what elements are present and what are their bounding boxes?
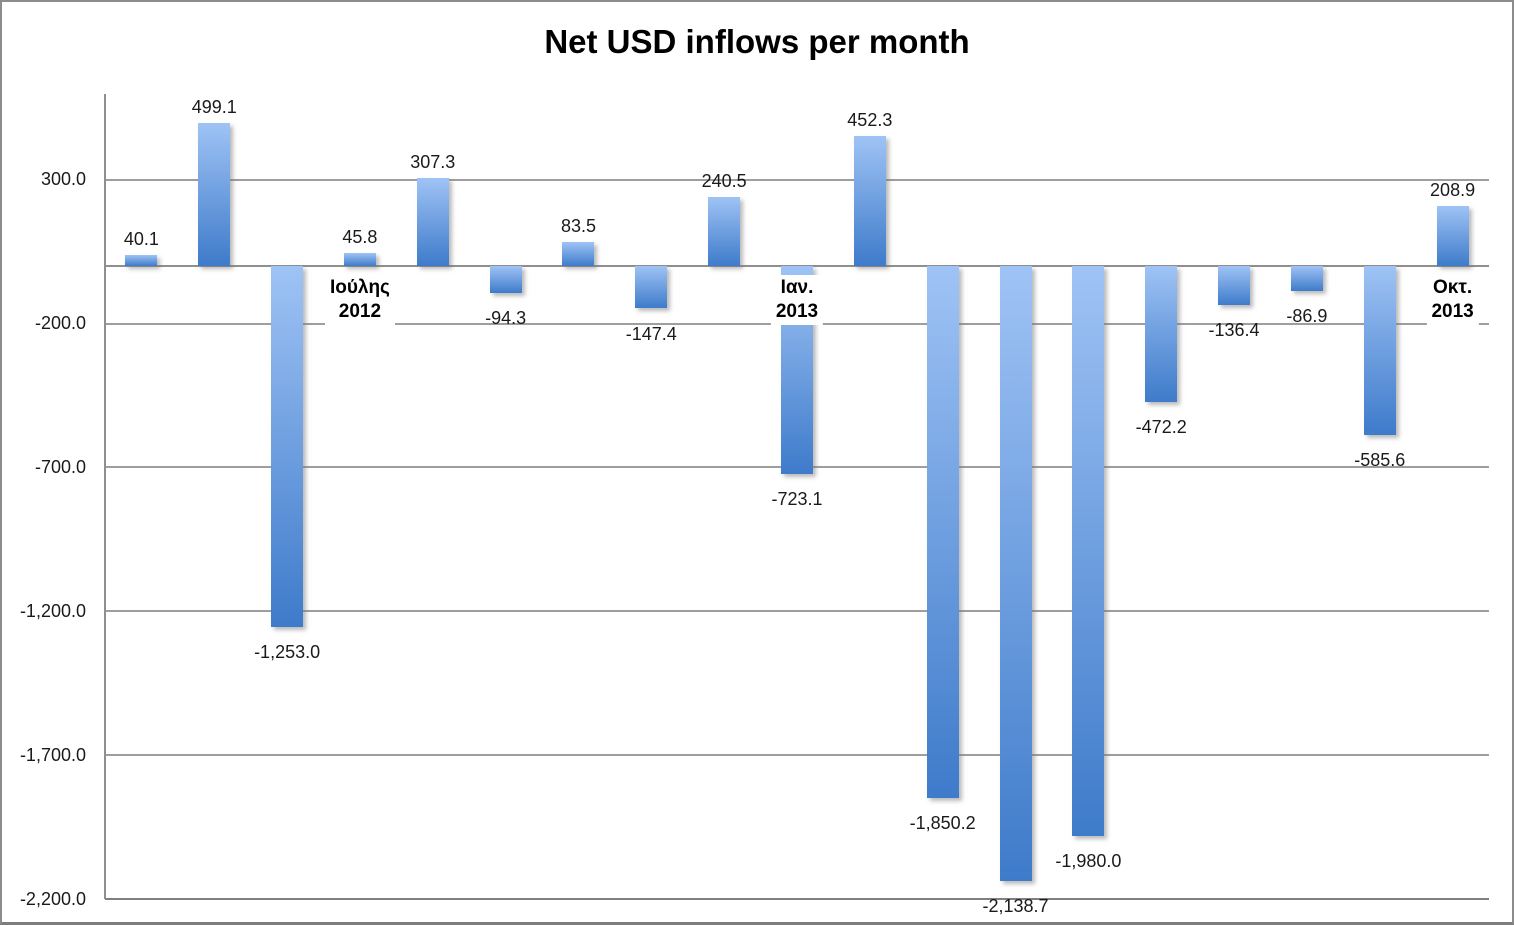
data-label: 307.3 bbox=[410, 151, 456, 172]
data-label: 452.3 bbox=[847, 109, 893, 130]
data-label: -1,253.0 bbox=[254, 641, 321, 662]
data-label: 45.8 bbox=[342, 226, 378, 247]
bar bbox=[125, 254, 158, 267]
data-label: 83.5 bbox=[560, 216, 596, 237]
data-label: 499.1 bbox=[191, 96, 237, 117]
data-label: -1,850.2 bbox=[909, 813, 976, 834]
bar bbox=[999, 266, 1032, 882]
data-label: -94.3 bbox=[485, 308, 527, 329]
bar bbox=[708, 196, 741, 267]
category-axis-label-line: Ιαν. bbox=[780, 277, 814, 298]
data-label: -2,138.7 bbox=[982, 896, 1049, 917]
category-axis-label-line: Οκτ. bbox=[1433, 277, 1473, 298]
category-axis-label: Ιούλης 2012 bbox=[324, 275, 395, 325]
gridline bbox=[105, 898, 1489, 900]
y-axis-line bbox=[104, 93, 106, 899]
bar bbox=[635, 266, 668, 309]
data-label: -147.4 bbox=[625, 323, 677, 344]
y-axis-tick-label: -700.0 bbox=[34, 456, 86, 477]
bar bbox=[1218, 266, 1251, 306]
category-axis-label-line: 2013 bbox=[775, 301, 819, 322]
data-label: -1,980.0 bbox=[1055, 850, 1122, 871]
chart-title: Net USD inflows per month bbox=[544, 23, 970, 60]
y-axis-tick-label: -1,700.0 bbox=[19, 744, 86, 765]
data-label: -86.9 bbox=[1286, 306, 1328, 327]
bar bbox=[1290, 266, 1323, 292]
bar bbox=[926, 266, 959, 799]
data-label: 40.1 bbox=[123, 228, 159, 249]
bar bbox=[198, 122, 231, 267]
category-axis-label: Ιαν. 2013 bbox=[770, 275, 824, 325]
bar bbox=[853, 135, 886, 267]
category-axis-label-line: 2013 bbox=[1431, 301, 1474, 322]
bar bbox=[1363, 266, 1396, 435]
data-label: -472.2 bbox=[1135, 416, 1187, 437]
data-label: 240.5 bbox=[701, 170, 747, 191]
gridline bbox=[105, 754, 1489, 757]
y-axis-tick-label: -1,200.0 bbox=[19, 600, 86, 621]
data-label: -723.1 bbox=[771, 489, 823, 510]
bar bbox=[562, 242, 595, 267]
y-axis-tick-label: -200.0 bbox=[34, 313, 86, 334]
category-axis-label-line: 2012 bbox=[338, 301, 382, 322]
data-label: -136.4 bbox=[1208, 320, 1260, 341]
gridline bbox=[105, 610, 1489, 613]
bar bbox=[343, 252, 376, 267]
bar bbox=[489, 266, 522, 294]
category-axis-label: Οκτ. 2013 bbox=[1426, 275, 1479, 325]
data-label: -585.6 bbox=[1354, 449, 1406, 470]
bar bbox=[271, 266, 304, 627]
bar bbox=[1145, 266, 1178, 402]
category-axis-label-line: Ιούλης bbox=[329, 277, 390, 298]
y-axis-tick-label: -2,200.0 bbox=[19, 888, 86, 909]
bar bbox=[1072, 266, 1105, 836]
bar bbox=[416, 177, 449, 267]
y-axis-tick-label: 300.0 bbox=[40, 169, 86, 190]
data-label: 208.9 bbox=[1430, 180, 1476, 200]
gridline bbox=[105, 178, 1489, 181]
bar bbox=[1436, 206, 1469, 267]
